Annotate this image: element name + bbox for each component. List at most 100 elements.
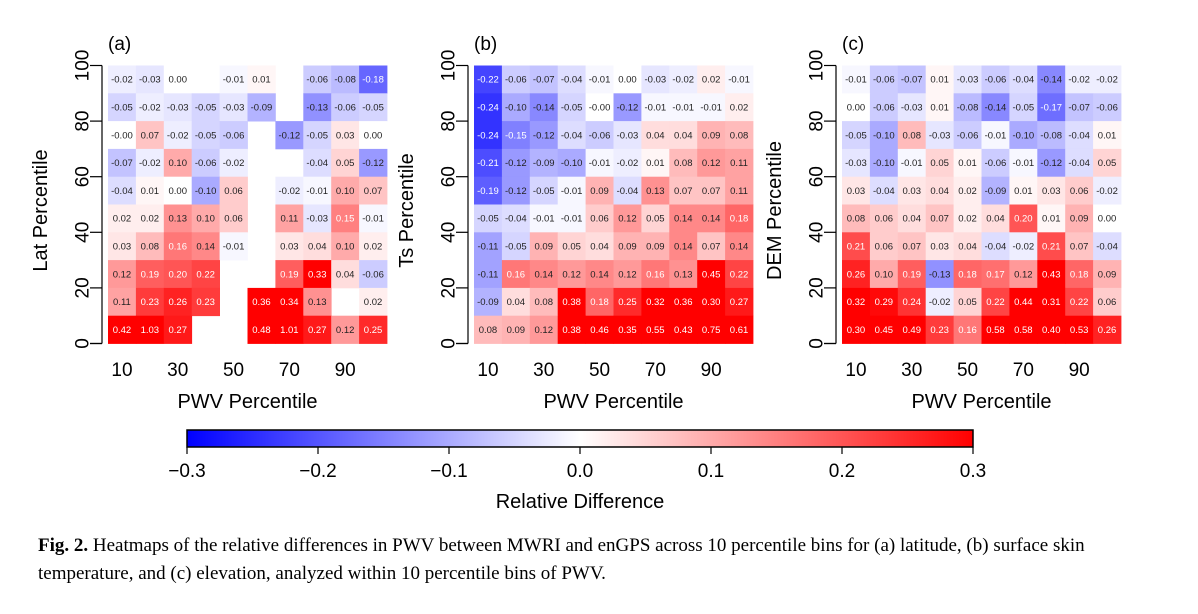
heatmap-cell <box>1093 176 1122 205</box>
cell-value-label: -0.04 <box>561 75 583 86</box>
cell-value-label: 0.12 <box>702 158 721 169</box>
x-tick-label: 30 <box>901 360 922 381</box>
heatmap-cell <box>981 65 1010 94</box>
cell-value-label: -0.24 <box>477 103 499 114</box>
y-tick-label: 0 <box>439 338 460 349</box>
cell-value-label: 0.12 <box>1014 269 1033 280</box>
heatmap-cell <box>163 65 193 94</box>
heatmap-cell <box>697 93 726 122</box>
cell-value-label: -0.06 <box>985 158 1007 169</box>
cell-value-label: -0.11 <box>477 269 498 280</box>
cell-value-label: 0.04 <box>930 186 949 197</box>
cell-value-label: -0.03 <box>645 75 667 86</box>
cell-value-label: 0.45 <box>702 269 721 280</box>
cell-value-label: 0.12 <box>113 269 132 280</box>
cell-value-label: 0.04 <box>958 242 977 253</box>
heatmap-cell <box>1065 287 1094 317</box>
cell-value-label: 0.13 <box>674 269 693 280</box>
cell-value-label: -0.10 <box>1013 130 1035 141</box>
cell-value-label: -0.14 <box>985 103 1007 114</box>
heatmap-cell <box>163 204 193 233</box>
heatmap-cell <box>725 121 754 150</box>
heatmap-cell <box>219 204 248 233</box>
cell-value-label: 0.00 <box>169 186 188 197</box>
heatmap-cell <box>1065 260 1094 289</box>
heatmap-cell <box>135 176 165 205</box>
heatmap-cell <box>869 121 899 150</box>
heatmap-cell <box>925 148 954 178</box>
figure-caption: Fig. 2. Heatmaps of the relative differe… <box>38 532 1168 588</box>
cell-value-label: -0.01 <box>223 242 245 253</box>
cell-value-label: -0.01 <box>985 130 1007 141</box>
heatmap-cell <box>869 93 899 122</box>
cell-value-label: -0.21 <box>477 158 499 169</box>
heatmap-cell <box>303 287 332 317</box>
cell-value-label: -0.02 <box>1013 242 1035 253</box>
cell-value-label: -0.12 <box>617 103 639 114</box>
cell-value-label: -0.02 <box>139 158 161 169</box>
heatmap-cell <box>869 315 899 344</box>
cell-value-label: -0.06 <box>957 130 979 141</box>
cell-value-label: -0.18 <box>362 75 384 86</box>
cell-value-label: 0.11 <box>280 214 298 225</box>
heatmap-cell <box>163 260 193 289</box>
heatmap-cell <box>359 260 388 289</box>
cell-value-label: 0.23 <box>930 325 949 336</box>
colorbar-gradient <box>186 429 974 448</box>
cell-value-label: -0.13 <box>929 269 951 280</box>
cell-value-label: 0.13 <box>169 214 188 225</box>
cell-value-label: 0.13 <box>646 186 665 197</box>
cell-value-label: 0.46 <box>590 325 609 336</box>
heatmap-cell <box>1037 121 1066 150</box>
heatmap-cell <box>613 148 642 178</box>
heatmap-cell <box>641 176 670 205</box>
cell-value-label: -0.15 <box>505 130 527 141</box>
heatmap-cell <box>557 204 586 233</box>
heatmap-cell <box>1037 260 1066 289</box>
heatmap-cell <box>953 232 982 261</box>
cell-value-label: -0.04 <box>306 158 328 169</box>
cell-value-label: 0.24 <box>903 297 922 308</box>
heatmap-cell <box>331 148 360 178</box>
cell-value-label: 0.04 <box>590 242 609 253</box>
x-tick-label: 10 <box>845 360 866 381</box>
cell-value-label: 0.01 <box>252 75 271 86</box>
x-tick-label: 90 <box>335 360 356 381</box>
cell-value-label: 0.14 <box>196 242 215 253</box>
cell-value-label: -0.06 <box>223 130 245 141</box>
cell-value-label: -0.02 <box>672 75 694 86</box>
cell-value-label: -0.03 <box>139 75 161 86</box>
x-tick-label: 50 <box>223 360 244 381</box>
heatmap-cell <box>1037 93 1066 122</box>
cell-value-label: 0.27 <box>730 297 749 308</box>
heatmap-cell <box>529 232 559 261</box>
cell-value-label: 0.00 <box>618 75 637 86</box>
cell-value-label: 0.55 <box>646 325 665 336</box>
cell-value-label: -0.02 <box>279 186 301 197</box>
cell-value-label: 0.35 <box>618 325 637 336</box>
heatmap-cell <box>869 176 899 205</box>
cell-value-label: -0.01 <box>672 103 694 114</box>
cell-value-label: 0.43 <box>674 325 693 336</box>
heatmap-cell <box>981 176 1010 205</box>
heatmap-cell <box>697 204 726 233</box>
heatmap-cell <box>613 232 642 261</box>
cell-value-label: 0.01 <box>1014 186 1033 197</box>
heatmap-cell <box>219 232 248 261</box>
x-axis-label: PWV Percentile <box>177 391 317 413</box>
heatmap-cell <box>697 65 726 94</box>
heatmap-cell <box>331 93 360 122</box>
cell-value-label: 0.26 <box>847 269 866 280</box>
heatmap-cell <box>108 121 137 150</box>
cell-value-label: 0.02 <box>113 214 132 225</box>
y-axis-label: Ts Percentile <box>396 153 418 268</box>
cell-value-label: -0.12 <box>505 158 527 169</box>
heatmap-cell <box>303 260 332 289</box>
cell-value-label: -0.06 <box>1096 103 1118 114</box>
cell-value-label: 0.49 <box>903 325 922 336</box>
cell-value-label: -0.10 <box>195 186 217 197</box>
heatmap-cell <box>359 148 388 178</box>
cell-value-label: -0.03 <box>306 214 328 225</box>
heatmap-cell <box>108 232 137 261</box>
cell-value-label: -0.05 <box>845 130 867 141</box>
